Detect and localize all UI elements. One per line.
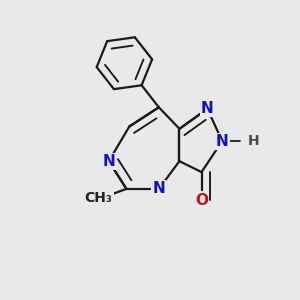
- Text: N: N: [201, 101, 214, 116]
- Text: N: N: [102, 154, 115, 169]
- Text: CH₃: CH₃: [85, 191, 112, 206]
- Text: N: N: [216, 134, 229, 149]
- Text: H: H: [248, 134, 259, 148]
- Text: N: N: [152, 182, 165, 196]
- Text: O: O: [195, 193, 208, 208]
